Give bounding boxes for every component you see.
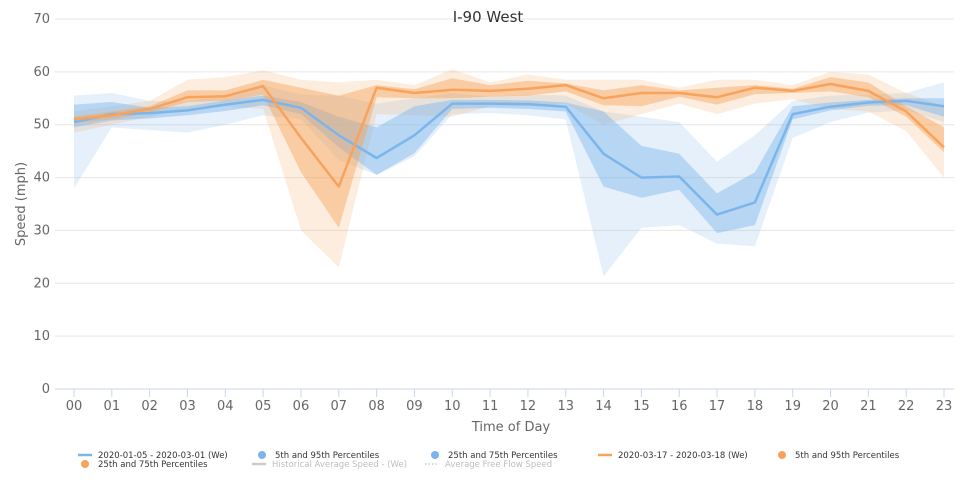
band-25-75-series-1: [74, 95, 944, 234]
x-tick-label: 19: [784, 399, 801, 414]
chart-title: I-90 West: [453, 8, 524, 26]
x-tick-label: 02: [141, 399, 158, 414]
legend-item: 2020-01-05 - 2020-03-01 (We): [78, 451, 228, 461]
legend-label: 5th and 95th Percentiles: [795, 451, 900, 461]
x-tick-label: 17: [709, 399, 726, 414]
legend-item: Historical Average Speed - (We): [252, 460, 407, 470]
x-tick-label: 14: [595, 399, 612, 414]
x-tick-label: 00: [66, 399, 83, 414]
x-tick-label: 05: [255, 399, 272, 414]
legend-item: Average Free Flow Speed: [425, 460, 552, 470]
legend-dot-symbol: [431, 451, 439, 459]
y-tick-label: 0: [42, 382, 50, 397]
legend-item: 2020-03-17 - 2020-03-18 (We): [598, 451, 748, 461]
percentile-bands: [74, 69, 944, 277]
legend-label: 2020-03-17 - 2020-03-18 (We): [618, 451, 748, 461]
legend-label: Average Free Flow Speed: [445, 460, 552, 470]
band-5-95-series-1: [74, 82, 944, 277]
legend-dot-symbol: [258, 451, 266, 459]
y-tick-label: 20: [33, 276, 50, 291]
x-tick-label: 16: [671, 399, 688, 414]
y-tick-label: 50: [33, 118, 50, 133]
legend-dot-symbol: [81, 460, 89, 468]
x-tick-label: 23: [936, 399, 953, 414]
y-tick-label: 40: [33, 171, 50, 186]
x-tick-label: 07: [331, 399, 348, 414]
x-tick-label: 21: [860, 399, 877, 414]
x-tick-label: 22: [898, 399, 915, 414]
series-line-1: [73, 98, 945, 216]
series-lines: [73, 82, 945, 216]
legend-label: 5th and 95th Percentiles: [275, 451, 380, 461]
y-tick-label: 60: [33, 65, 50, 80]
x-tick-label: 13: [557, 399, 574, 414]
band-5-95-series-2: [74, 69, 944, 268]
legend-item: 5th and 95th Percentiles: [778, 451, 900, 461]
y-tick-label: 70: [33, 12, 50, 27]
y-tick-label: 30: [33, 223, 50, 238]
legend-item: 5th and 95th Percentiles: [258, 451, 380, 461]
band-25-75-series-2: [74, 77, 944, 228]
x-tick-label: 15: [633, 399, 650, 414]
legend-item: 25th and 75th Percentiles: [431, 451, 558, 461]
x-tick-label: 01: [104, 399, 121, 414]
legend-item: 25th and 75th Percentiles: [81, 460, 208, 470]
x-tick-label: 11: [482, 399, 499, 414]
legend-label: 25th and 75th Percentiles: [448, 451, 558, 461]
x-tick-label: 03: [179, 399, 196, 414]
x-tick-label: 18: [747, 399, 764, 414]
legend-dot-symbol: [778, 451, 786, 459]
x-tick-label: 10: [444, 399, 461, 414]
x-tick-label: 08: [368, 399, 385, 414]
x-axis-title: Time of Day: [471, 420, 551, 435]
y-tick-label: 10: [33, 329, 50, 344]
x-tick-label: 12: [520, 399, 537, 414]
x-tick-label: 20: [822, 399, 839, 414]
legend-label: Historical Average Speed - (We): [272, 460, 407, 470]
x-tick-label: 04: [217, 399, 234, 414]
legend-label: 2020-01-05 - 2020-03-01 (We): [98, 451, 228, 461]
axes: 0 10 20 30 40 50 60 70 00 01 02 03 04 05 06 07 08 09 10 11 1…: [33, 12, 954, 414]
y-axis-title: Speed (mph): [14, 162, 29, 246]
x-tick-label: 06: [293, 399, 310, 414]
grid-lines: [55, 18, 954, 390]
x-tick-label: 09: [406, 399, 423, 414]
legend-label: 25th and 75th Percentiles: [98, 460, 208, 470]
series-line-2: [73, 82, 945, 188]
legend: 2020-01-05 - 2020-03-01 (We) 5th and 95th…: [78, 451, 900, 470]
